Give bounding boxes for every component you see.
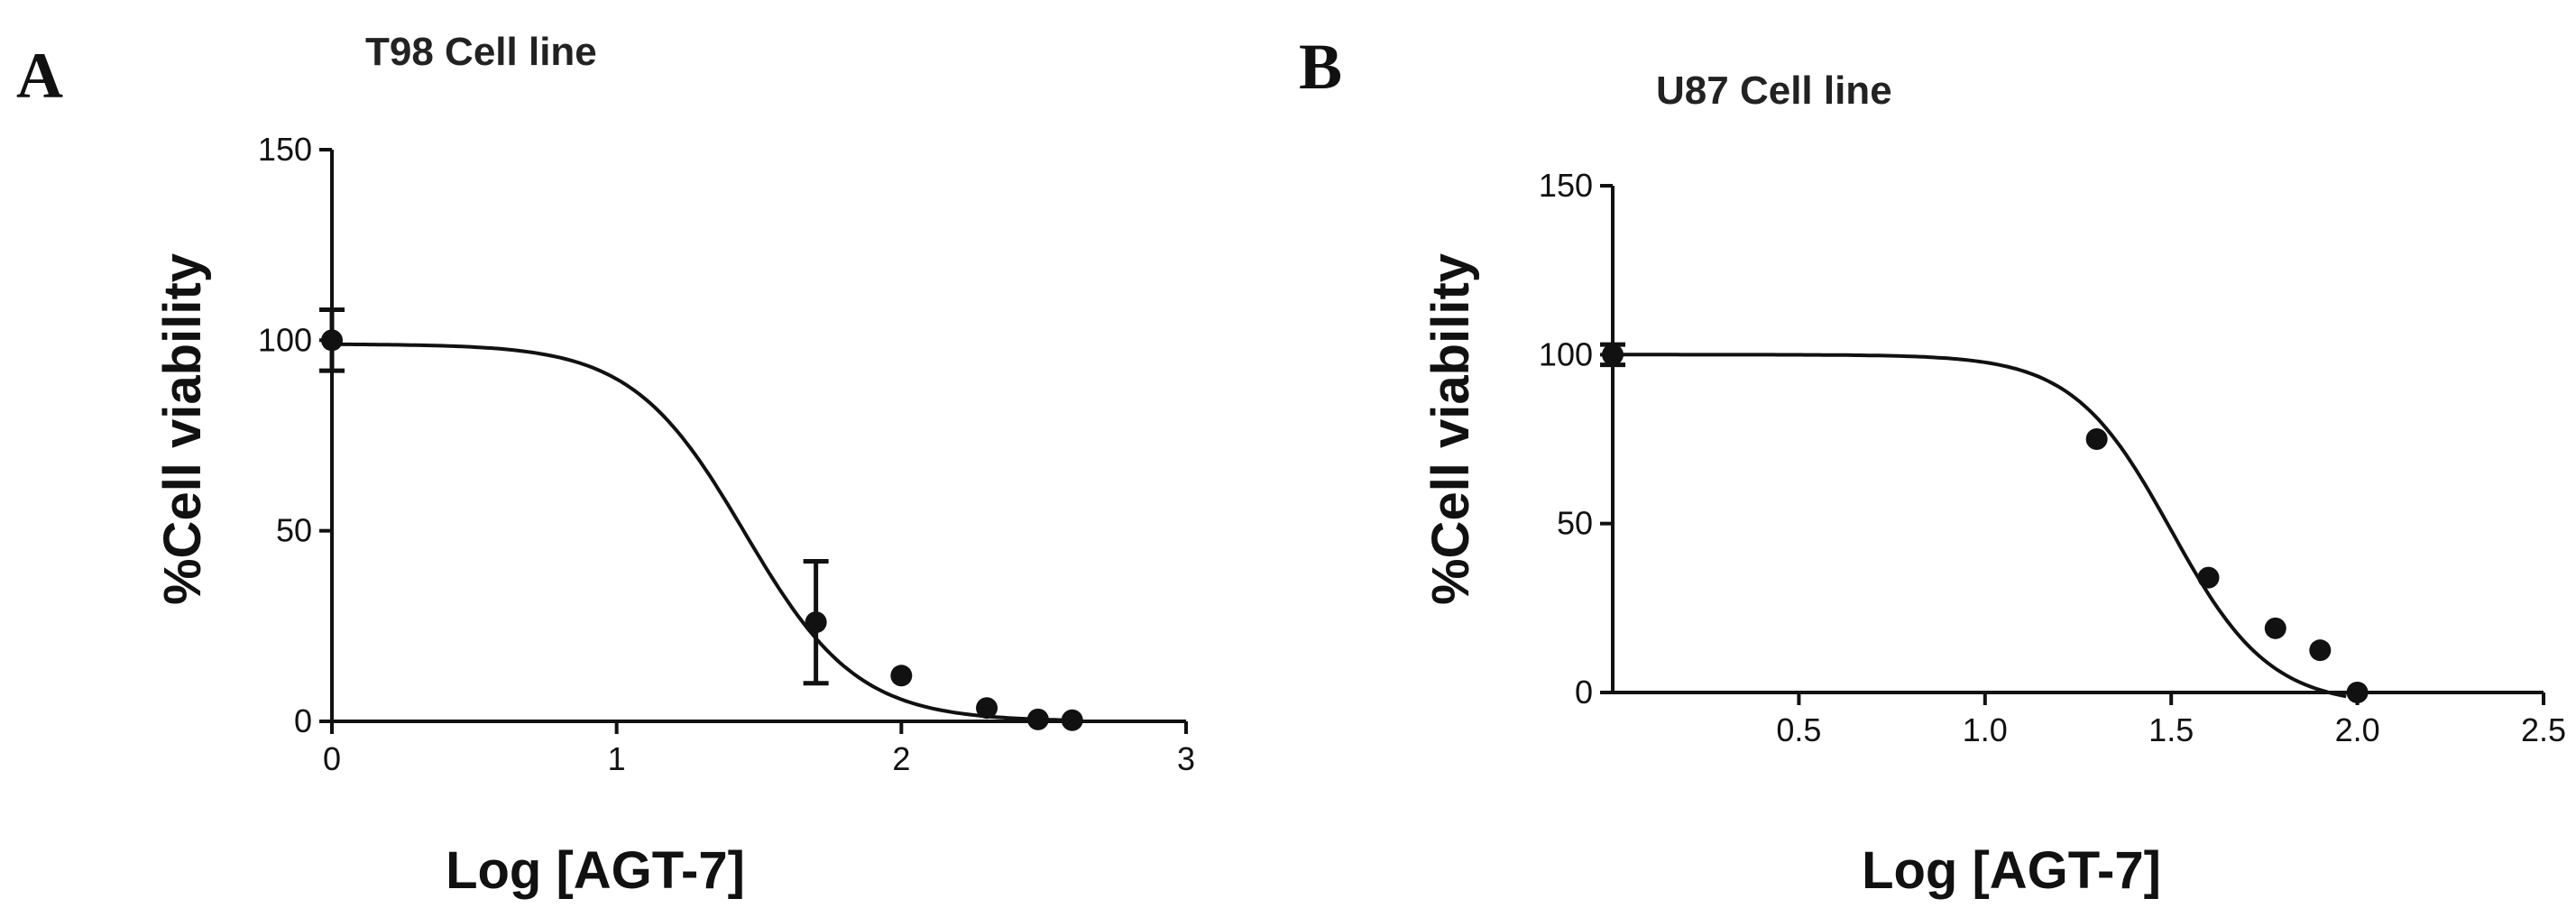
panel-a-data-point bbox=[1061, 709, 1083, 731]
panel-b-x-tick-label: 2.0 bbox=[2335, 711, 2380, 748]
panel-a-data-point bbox=[1026, 708, 1049, 730]
panel-a-x-tick-label: 1 bbox=[608, 740, 626, 777]
panel-a-x-tick-label: 0 bbox=[323, 740, 341, 777]
panel-a-y-tick-label: 100 bbox=[258, 321, 312, 358]
panel-a-y-tick-label: 0 bbox=[294, 702, 312, 739]
panel-a-fit-curve bbox=[331, 342, 1079, 722]
panel-letter-a: A bbox=[16, 40, 63, 112]
panel-b-title: U87 Cell line bbox=[1656, 69, 1892, 113]
panel-b: B U87 Cell line 0 50 100 150 0.5 1.0 1.5 2.0 2.5… bbox=[1299, 31, 2566, 900]
panel-b-y-tick-label: 150 bbox=[1539, 167, 1593, 204]
panel-b-y-tick-label: 50 bbox=[1557, 505, 1593, 542]
panel-b-fit-curve bbox=[1613, 353, 2347, 699]
panel-b-x-tick-label: 2.5 bbox=[2521, 711, 2566, 748]
panel-b-y-axis-label: %Cell viability bbox=[1421, 253, 1480, 605]
panel-b-x-axis-label: Log [AGT-7] bbox=[1862, 841, 2161, 900]
panel-a-y-tick-label: 150 bbox=[258, 131, 312, 168]
panel-b-data-point bbox=[1602, 344, 1624, 366]
panel-b-data-point bbox=[2264, 617, 2286, 639]
panel-a-plot: 0 50 100 150 0 1 2 3 bbox=[258, 131, 1195, 777]
panel-a-y-axis-label: %Cell viability bbox=[153, 253, 212, 605]
panel-a-data-point bbox=[976, 697, 998, 720]
panel-b-data-point bbox=[2197, 566, 2220, 589]
panel-b-plot: 0 50 100 150 0.5 1.0 1.5 2.0 2.5 bbox=[1539, 167, 2566, 748]
panel-b-y-tick-label: 100 bbox=[1539, 335, 1593, 372]
panel-letter-b: B bbox=[1299, 31, 1342, 103]
panel-a-y-tick-label: 50 bbox=[276, 512, 312, 549]
panel-b-data-point bbox=[2309, 639, 2332, 662]
panel-a-data-point bbox=[321, 329, 343, 352]
panel-a-x-axis-label: Log [AGT-7] bbox=[446, 841, 745, 900]
panel-b-x-tick-label: 1.5 bbox=[2148, 711, 2194, 748]
panel-a-x-tick-label: 2 bbox=[892, 740, 910, 777]
panel-b-y-tick-label: 0 bbox=[1575, 674, 1593, 711]
panel-b-data-point bbox=[2085, 428, 2108, 450]
panel-b-data-point bbox=[2346, 682, 2369, 703]
panel-a-title: T98 Cell line bbox=[365, 30, 597, 74]
panel-a: A T98 Cell line 0 50 100 150 0 1 2 3 Log [AGT-7… bbox=[16, 30, 1195, 900]
panel-a-data-point bbox=[805, 611, 827, 634]
panel-b-x-tick-label: 1.0 bbox=[1963, 711, 2008, 748]
panel-b-x-tick-label: 0.5 bbox=[1776, 711, 1821, 748]
panel-a-x-tick-label: 3 bbox=[1177, 740, 1195, 777]
panel-a-data-point bbox=[890, 665, 913, 687]
